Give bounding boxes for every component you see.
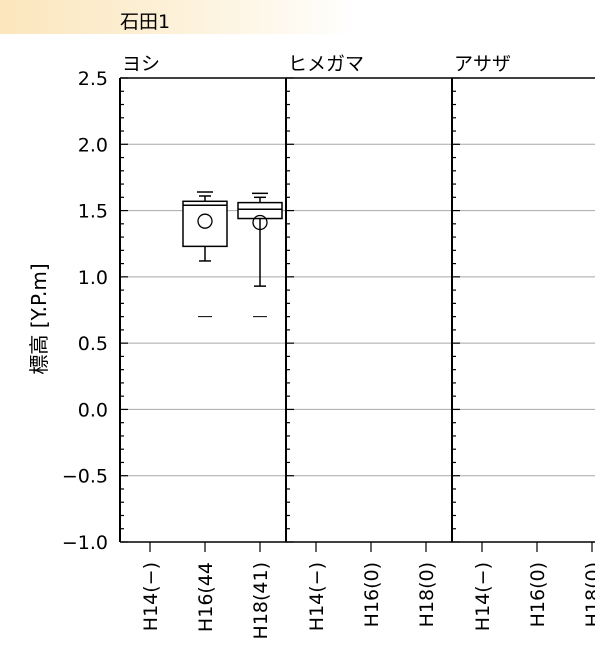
panel-name-1: ヒメガマ bbox=[288, 53, 364, 75]
y-tick-label-1: 2.0 bbox=[78, 134, 108, 156]
y-tick-label-4: 0.5 bbox=[78, 333, 108, 355]
y-tick-label-0: 2.5 bbox=[78, 68, 108, 90]
x-tick-label-0-1: H16(44 bbox=[195, 562, 217, 632]
y-axis-label: 標高 [Y.P.m] bbox=[27, 263, 51, 374]
x-tick-label-1-1: H16(0) bbox=[361, 562, 383, 627]
x-tick-label-0-0: H14(−) bbox=[140, 562, 162, 631]
x-tick-label-2-2: H18(0) bbox=[582, 562, 595, 627]
gridlines bbox=[120, 144, 595, 475]
y-axis: 2.5 2.0 1.5 1.0 0.5 0.0 −0.5 −1.0 bbox=[62, 68, 460, 554]
panel-0: ヨシ H14(−) H16(44 H18(41) bbox=[120, 53, 286, 639]
box-1 bbox=[183, 201, 227, 246]
y-tick-label-5: 0.0 bbox=[78, 399, 108, 421]
x-tick-label-2-0: H14(−) bbox=[472, 562, 494, 631]
x-tick-label-0-2: H18(41) bbox=[250, 562, 272, 639]
chart-title: 石田1 bbox=[120, 11, 170, 33]
panel-1: ヒメガマ H14(−) H16(0) H18(0) bbox=[286, 53, 452, 631]
y-tick-label-7: −1.0 bbox=[62, 532, 108, 554]
y-tick-label-6: −0.5 bbox=[62, 466, 108, 488]
panel-name-0: ヨシ bbox=[122, 53, 160, 75]
x-tick-label-1-0: H14(−) bbox=[306, 562, 328, 631]
panels: ヨシ H14(−) H16(44 H18(41) ヒメガマ H14(−) H16(0) H18… bbox=[120, 53, 595, 639]
y-tick-label-2: 1.5 bbox=[78, 201, 108, 223]
x-tick-label-1-2: H18(0) bbox=[416, 562, 438, 627]
x-tick-label-2-1: H16(0) bbox=[527, 562, 549, 627]
panel-name-2: アサザ bbox=[454, 53, 511, 75]
y-tick-label-3: 1.0 bbox=[78, 267, 108, 289]
panel-2: アサザ H14(−) H16(0) H18(0) bbox=[452, 53, 595, 631]
